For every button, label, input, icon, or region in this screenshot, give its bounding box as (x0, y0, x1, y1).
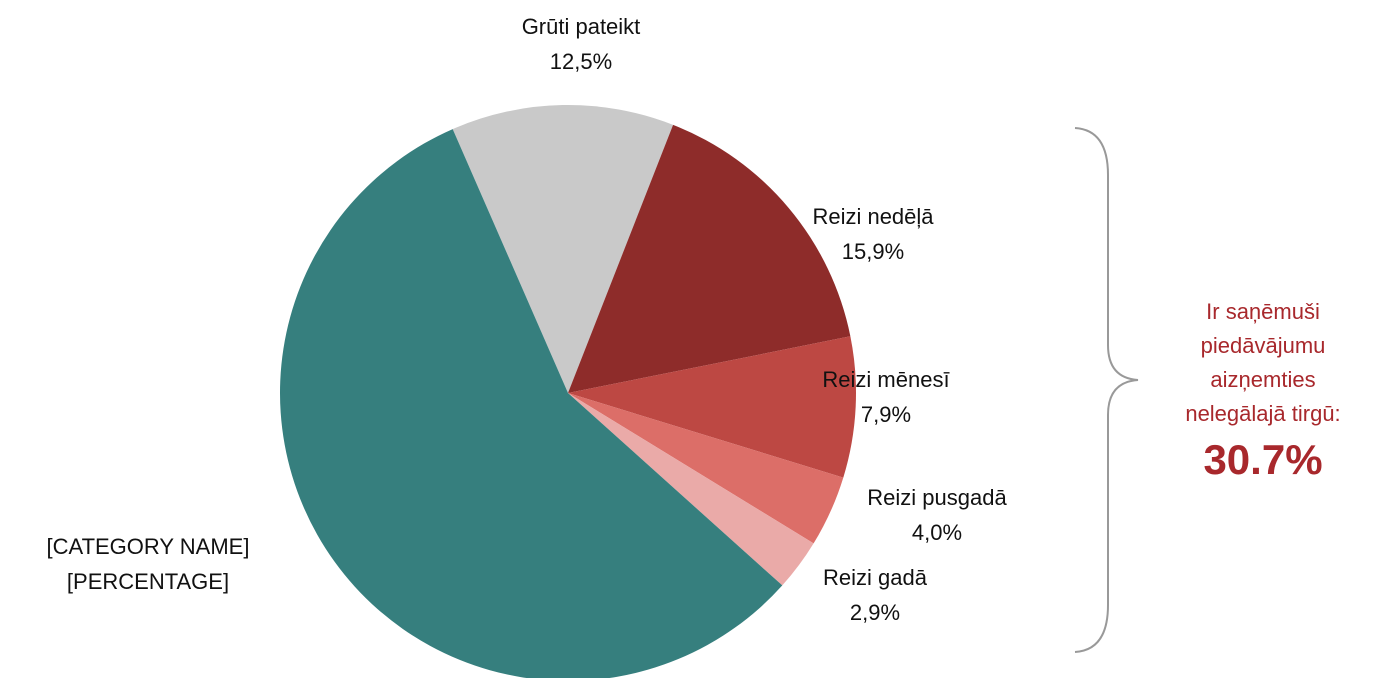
annotation-line: piedāvājumu (1201, 333, 1326, 358)
slice-value-label: 4,0% (912, 520, 962, 545)
annotation-line: Ir saņēmuši (1206, 299, 1320, 324)
slice-value-label: 7,9% (861, 402, 911, 427)
pie-slice (568, 336, 856, 478)
slice-label: Grūti pateikt (522, 14, 641, 39)
pie-slice (280, 129, 783, 678)
pie-slice (568, 393, 844, 544)
slice-value-label: 15,9% (842, 239, 904, 264)
slice-label: [CATEGORY NAME] (47, 534, 250, 559)
slice-label: Reizi nedēļā (812, 204, 934, 229)
slice-value-label: [PERCENTAGE] (67, 569, 229, 594)
brace (1074, 127, 1139, 653)
annotation-value: 30.7% (1203, 436, 1322, 483)
pie-slice (568, 393, 814, 586)
annotation-line: aizņemties (1210, 367, 1315, 392)
slice-value-label: 2,9% (850, 600, 900, 625)
pie-slice (452, 105, 674, 393)
annotation-line: nelegālajā tirgū: (1185, 401, 1340, 426)
pie-slice (568, 124, 851, 393)
slice-label: Reizi gadā (823, 565, 928, 590)
slice-label: Reizi mēnesī (822, 367, 950, 392)
slice-value-label: 12,5% (550, 49, 612, 74)
slice-label: Reizi pusgadā (867, 485, 1007, 510)
annotation: Ir saņēmuši piedāvājumu aizņemties nelegāla… (1185, 299, 1340, 483)
